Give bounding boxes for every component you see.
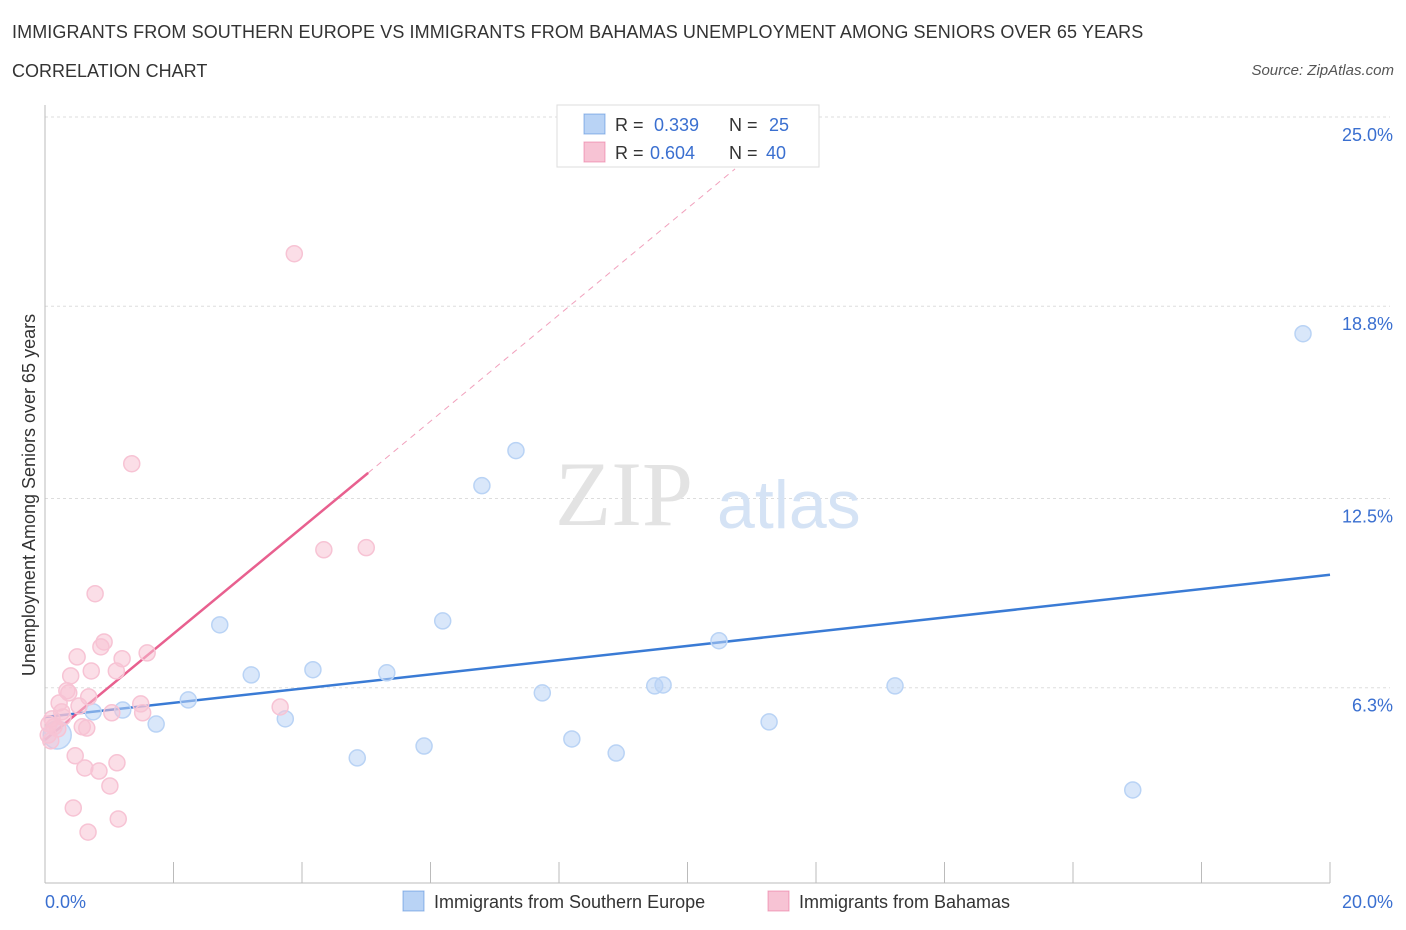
legend-series-name: Immigrants from Southern Europe: [434, 892, 705, 912]
point-southern-europe: [760, 713, 778, 731]
point-bahamas: [357, 538, 375, 557]
y-tick-label: 18.8%: [1342, 314, 1393, 334]
point-southern-europe: [1124, 781, 1142, 799]
point-bahamas: [122, 454, 141, 473]
point-bahamas: [103, 704, 121, 722]
point-bahamas: [101, 777, 119, 795]
legend-swatch: [583, 141, 606, 163]
point-bahamas: [68, 648, 86, 666]
x-tick-label: 20.0%: [1342, 892, 1393, 912]
point-bahamas: [42, 732, 60, 750]
point-southern-europe: [1294, 324, 1312, 343]
point-bahamas: [64, 799, 83, 817]
point-bahamas: [76, 759, 94, 777]
point-bahamas: [109, 810, 127, 828]
legend-swatch: [402, 890, 425, 912]
point-southern-europe: [304, 660, 322, 679]
point-southern-europe: [242, 666, 260, 684]
trend-line-southern-europe: [44, 573, 1331, 719]
point-bahamas: [315, 541, 333, 559]
chart-title: IMMIGRANTS FROM SOUTHERN EUROPE VS IMMIG…: [12, 22, 1144, 42]
legend-n-label: N =: [729, 143, 758, 163]
x-tick-label: 0.0%: [45, 892, 86, 912]
trend-extension-bahamas: [367, 168, 736, 474]
y-tick-label: 12.5%: [1342, 507, 1393, 527]
watermark-atlas: atlas: [717, 467, 861, 543]
legend-swatch: [583, 113, 606, 135]
point-bahamas: [79, 823, 97, 841]
point-southern-europe: [179, 691, 198, 709]
point-southern-europe: [533, 684, 552, 702]
point-bahamas: [61, 667, 80, 685]
point-southern-europe: [507, 441, 525, 460]
y-tick-label: 6.3%: [1352, 696, 1393, 716]
legend-n-value: 40: [766, 143, 786, 163]
watermark-zip: ZIP: [555, 443, 693, 545]
point-bahamas: [108, 754, 126, 772]
point-southern-europe: [710, 631, 728, 650]
legend-r-label: R =: [615, 143, 644, 163]
source-label: Source: ZipAtlas.com: [1251, 62, 1394, 79]
point-bahamas: [107, 662, 126, 680]
point-bahamas: [133, 704, 152, 722]
point-bahamas: [138, 644, 156, 662]
point-bahamas: [45, 718, 63, 736]
y-tick-label: 25.0%: [1342, 125, 1393, 145]
y-axis-label: Unemployment Among Seniors over 65 years: [19, 314, 39, 676]
trend-line-bahamas: [44, 471, 369, 741]
point-southern-europe: [886, 677, 904, 695]
point-bahamas: [70, 697, 88, 715]
point-bahamas: [78, 719, 96, 737]
point-bahamas: [82, 662, 101, 680]
chart-subtitle: CORRELATION CHART: [12, 61, 208, 81]
legend-r-value: 0.604: [650, 143, 695, 163]
legend-r-value: 0.339: [654, 115, 699, 135]
legend-n-label: N =: [729, 115, 758, 135]
legend-n-value: 25: [769, 115, 789, 135]
legend-swatch: [767, 890, 790, 912]
point-southern-europe: [563, 730, 581, 748]
point-bahamas: [86, 584, 104, 603]
point-southern-europe: [433, 612, 452, 630]
point-bahamas: [90, 762, 108, 780]
point-bahamas: [271, 698, 289, 716]
legend-r-label: R =: [615, 115, 644, 135]
legend-series-name: Immigrants from Bahamas: [799, 892, 1010, 912]
point-bahamas: [52, 703, 71, 721]
point-bahamas: [92, 638, 110, 656]
point-southern-europe: [348, 749, 367, 767]
point-southern-europe: [473, 476, 491, 495]
point-southern-europe: [147, 715, 165, 733]
correlation-legend: R = 0.339 N = 25 R = 0.604 N = 40: [556, 104, 820, 168]
point-southern-europe: [415, 737, 433, 755]
point-southern-europe: [607, 744, 625, 762]
point-southern-europe: [654, 676, 672, 694]
point-bahamas: [285, 244, 304, 263]
point-southern-europe: [378, 664, 396, 682]
point-bahamas: [66, 747, 84, 765]
point-southern-europe: [211, 616, 229, 634]
